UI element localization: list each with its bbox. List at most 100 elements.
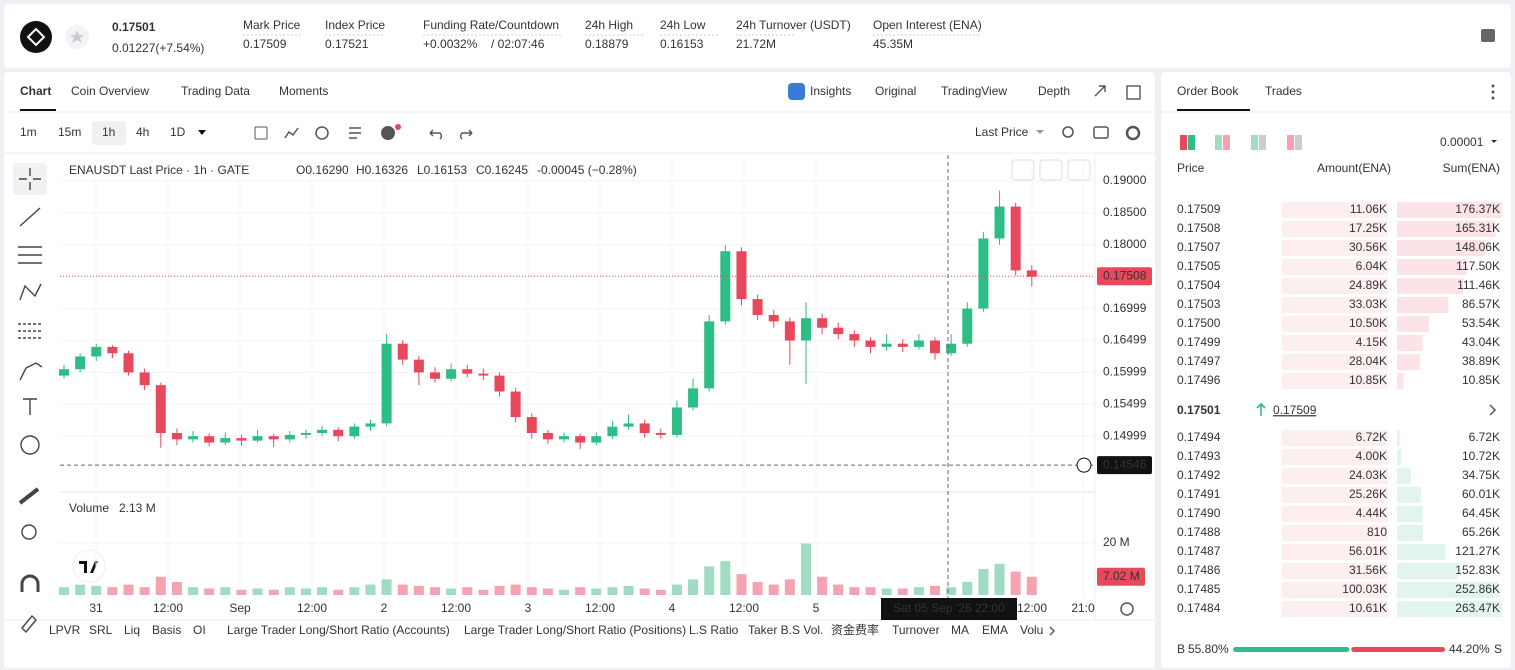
indicator-next[interactable] — [1049, 626, 1055, 636]
indicator[interactable]: 资金费率 — [831, 622, 879, 637]
ob-tab[interactable]: Trades — [1265, 84, 1302, 98]
ob-mode-both[interactable] — [1180, 135, 1187, 150]
ob-mode-sells[interactable] — [1287, 135, 1294, 150]
interval[interactable]: 15m — [58, 125, 81, 139]
ob-mode-asks[interactable] — [1251, 135, 1258, 150]
indicator[interactable]: L.S Ratio — [689, 623, 739, 637]
fib-tool[interactable] — [18, 246, 42, 264]
zoom-tool[interactable] — [21, 524, 37, 540]
view-tab[interactable]: Insights — [810, 84, 851, 98]
ob-price[interactable]: 0.17507 — [1177, 240, 1221, 254]
chart-tab[interactable]: Trading Data — [181, 84, 250, 98]
dropdown-caret[interactable] — [1036, 130, 1044, 134]
projection-tool[interactable] — [18, 323, 42, 339]
ob-sum: 6.72K — [1469, 430, 1500, 444]
view-tab[interactable]: TradingView — [941, 84, 1007, 98]
scroll-button[interactable] — [1011, 159, 1035, 181]
ob-price[interactable]: 0.17496 — [1177, 373, 1221, 387]
measure-tool[interactable] — [18, 487, 40, 505]
view-tab[interactable]: Depth — [1038, 84, 1070, 98]
camera-icon[interactable] — [1093, 126, 1109, 139]
pen-tool[interactable] — [21, 614, 37, 634]
interval[interactable]: 1D — [170, 125, 186, 139]
interval-caret[interactable] — [198, 130, 206, 135]
volume-tag-label: 7.02 M — [1103, 569, 1140, 583]
ob-price[interactable]: 0.17493 — [1177, 449, 1221, 463]
menu-icon[interactable] — [1481, 29, 1495, 42]
axis-settings[interactable] — [1120, 602, 1134, 616]
indicator[interactable]: MA — [951, 623, 969, 637]
indicator-icon[interactable] — [284, 127, 299, 139]
ob-price[interactable]: 0.17499 — [1177, 335, 1221, 349]
crosshair-tool[interactable] — [19, 168, 41, 190]
indicator[interactable]: Taker B.S Vol. — [748, 623, 823, 637]
precision-caret[interactable] — [1491, 140, 1497, 143]
ob-price[interactable]: 0.17500 — [1177, 316, 1221, 330]
ob-price[interactable]: 0.17487 — [1177, 544, 1221, 558]
brush-tool[interactable] — [19, 362, 43, 381]
ohlc-close: C0.16245 — [476, 163, 528, 177]
ob-mode-bids[interactable] — [1215, 135, 1222, 150]
pattern-tool[interactable] — [19, 283, 42, 301]
indicator[interactable]: OI — [193, 623, 206, 637]
indicator[interactable]: SRL — [89, 623, 113, 637]
interval[interactable]: 1h — [102, 125, 115, 139]
ob-price[interactable]: 0.17488 — [1177, 525, 1221, 539]
more-dot[interactable] — [1491, 84, 1495, 88]
replay-icon[interactable] — [315, 126, 329, 140]
add-icon[interactable] — [381, 126, 395, 140]
template-icon[interactable] — [349, 127, 361, 139]
ob-price[interactable]: 0.17486 — [1177, 563, 1221, 577]
ob-price[interactable]: 0.17508 — [1177, 221, 1221, 235]
indicator[interactable]: Basis — [152, 623, 181, 637]
search-icon[interactable] — [1062, 126, 1074, 138]
chart-tab[interactable]: Moments — [279, 84, 328, 98]
line-tool[interactable] — [19, 207, 41, 227]
ob-price[interactable]: 0.17490 — [1177, 506, 1221, 520]
ob-price[interactable]: 0.17492 — [1177, 468, 1221, 482]
redo-icon[interactable] — [460, 129, 473, 140]
window-icon[interactable] — [1126, 85, 1141, 100]
ob-price[interactable]: 0.17505 — [1177, 259, 1221, 273]
ob-price[interactable]: 0.17491 — [1177, 487, 1221, 501]
magnet-tool[interactable] — [20, 574, 40, 592]
undo-icon[interactable] — [429, 129, 442, 140]
candle-body — [252, 436, 263, 441]
ai-icon[interactable] — [788, 83, 805, 100]
ob-price[interactable]: 0.17504 — [1177, 278, 1221, 292]
indicator[interactable]: EMA — [982, 623, 1008, 637]
ob-tab[interactable]: Order Book — [1177, 84, 1239, 98]
ob-price[interactable]: 0.17484 — [1177, 601, 1221, 615]
ob-price[interactable]: 0.17485 — [1177, 582, 1221, 596]
ob-price[interactable]: 0.17494 — [1177, 430, 1221, 444]
ob-price[interactable]: 0.17509 — [1177, 202, 1221, 216]
fullscreen-icon[interactable] — [1094, 85, 1106, 97]
indicator[interactable]: Turnover — [892, 623, 940, 637]
indicator[interactable]: Large Trader Long/Short Ratio (Positions… — [464, 623, 686, 637]
price-source[interactable]: Last Price — [975, 125, 1029, 139]
tool-active[interactable] — [13, 163, 47, 195]
indicator[interactable]: LPVR — [49, 623, 81, 637]
emoji-tool[interactable] — [20, 435, 40, 455]
indicator[interactable]: Liq — [124, 623, 140, 637]
add-alert[interactable] — [1076, 457, 1092, 473]
interval[interactable]: 4h — [136, 125, 149, 139]
expand-arrow[interactable] — [1489, 404, 1497, 416]
ob-price[interactable]: 0.17497 — [1177, 354, 1221, 368]
chart-tab[interactable]: Chart — [20, 84, 51, 98]
collapse-button[interactable] — [1039, 159, 1063, 181]
ob-price[interactable]: 0.17503 — [1177, 297, 1221, 311]
indicator[interactable]: Large Trader Long/Short Ratio (Accounts) — [227, 623, 450, 637]
chart-tab[interactable]: Coin Overview — [71, 84, 149, 98]
volume-tick-label: 20 M — [1103, 535, 1130, 549]
settings-icon[interactable] — [1125, 125, 1141, 141]
view-tab[interactable]: Original — [875, 84, 916, 98]
expand-button[interactable] — [1067, 159, 1091, 181]
candle-body — [75, 356, 86, 370]
interval[interactable]: 1m — [20, 125, 37, 139]
depth-bar — [1397, 202, 1502, 218]
indicator[interactable]: Volu — [1020, 623, 1043, 637]
candle-type-icon[interactable] — [254, 126, 268, 140]
text-tool[interactable] — [23, 398, 37, 415]
precision[interactable]: 0.00001 — [1440, 135, 1484, 149]
